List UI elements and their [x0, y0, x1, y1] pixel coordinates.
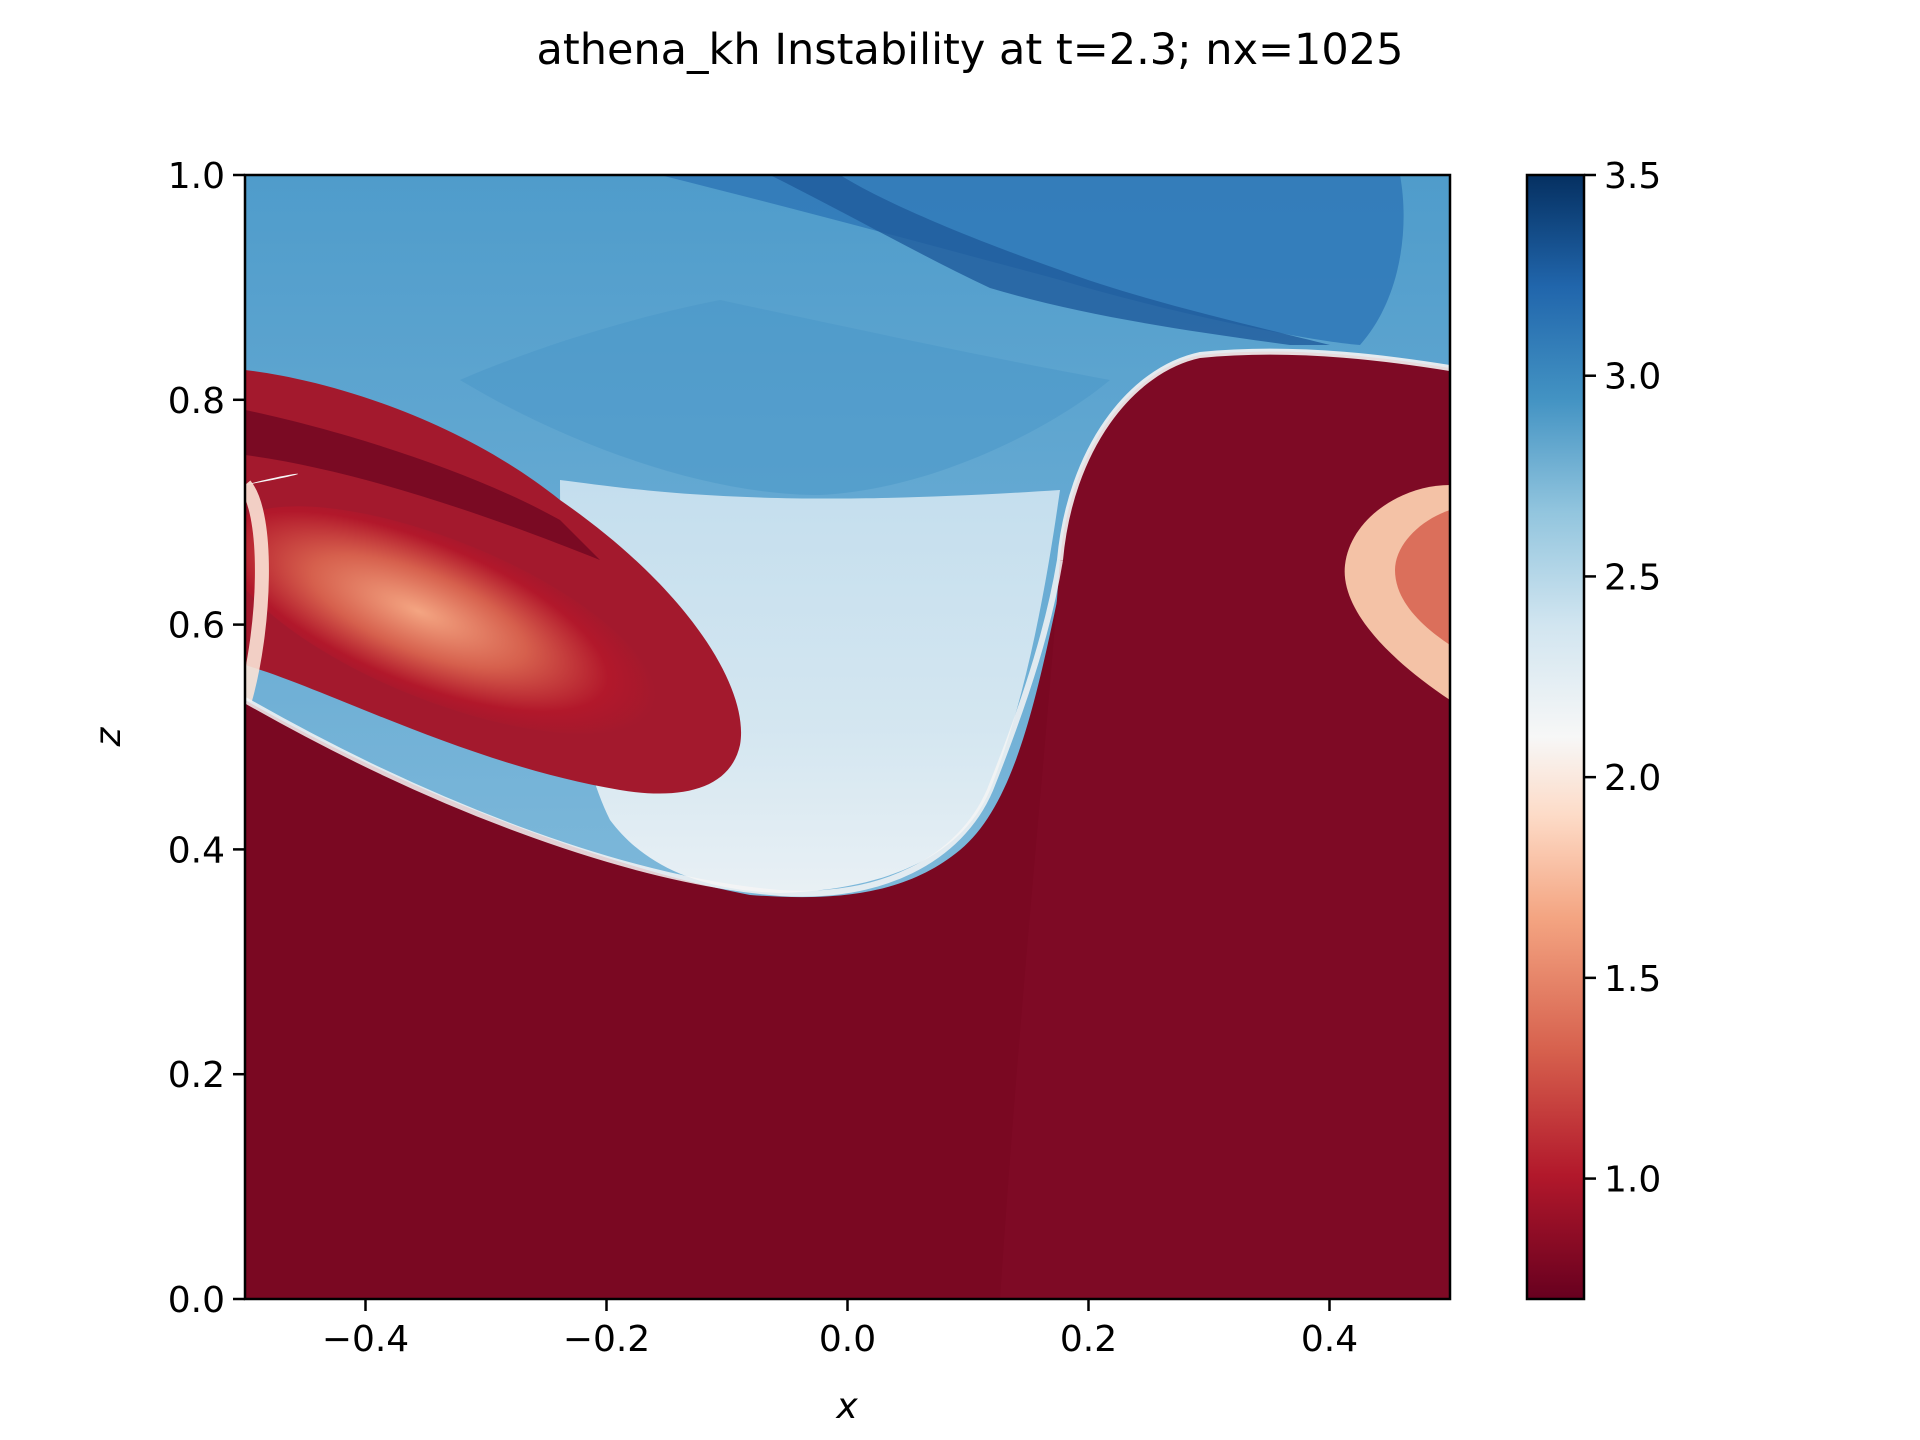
y-axis-label: z — [88, 726, 129, 747]
x-tick-label: 0.4 — [1301, 1319, 1358, 1360]
field-bowl-edge — [245, 559, 1063, 897]
y-tick-label: 0.6 — [168, 606, 225, 647]
y-tick-label: 0.0 — [168, 1280, 225, 1321]
colorbar-tick-label: 2.0 — [1604, 758, 1661, 799]
chart-title: athena_kh Instability at t=2.3; nx=1025 — [537, 25, 1404, 75]
colorbar-axis: 1.0 1.5 2.0 2.5 3.0 3.5 — [1584, 156, 1661, 1201]
x-tick-label: −0.2 — [563, 1319, 650, 1360]
colorbar-tick-label: 1.5 — [1604, 959, 1661, 1000]
heatmap-field — [245, 175, 1450, 1299]
y-tick-label: 1.0 — [168, 156, 225, 197]
x-axis-label: x — [835, 1386, 858, 1427]
field-top-dark-ridge — [770, 175, 1330, 345]
colorbar — [1525, 173, 1586, 1301]
field-left-interface-white — [245, 473, 299, 485]
x-tick-label: 0.2 — [1060, 1319, 1117, 1360]
y-tick-label: 0.4 — [168, 830, 225, 871]
colorbar-tick-label: 1.0 — [1604, 1160, 1661, 1201]
field-right-interface-edge — [1057, 348, 1450, 561]
y-axis: 0.0 0.2 0.4 0.6 0.8 1.0 — [168, 156, 245, 1321]
x-axis: −0.4 −0.2 0.0 0.2 0.4 — [322, 1299, 1358, 1360]
field-left-vortex-core — [245, 506, 656, 734]
field-upper-band — [460, 300, 1110, 495]
field-left-vortex-shadow — [245, 410, 600, 560]
field-right-dense-lobe — [1000, 351, 1450, 1299]
colorbar-tick-label: 2.5 — [1604, 557, 1661, 598]
field-right-vortex-inner — [1395, 510, 1450, 645]
y-tick-label: 0.8 — [168, 381, 225, 422]
x-tick-label: 0.0 — [819, 1319, 876, 1360]
colorbar-tick-label: 3.5 — [1604, 156, 1661, 197]
x-tick-label: −0.4 — [322, 1319, 409, 1360]
colorbar-tick-label: 3.0 — [1604, 357, 1661, 398]
y-tick-label: 0.2 — [168, 1055, 225, 1096]
field-left-edge-white — [245, 480, 269, 702]
